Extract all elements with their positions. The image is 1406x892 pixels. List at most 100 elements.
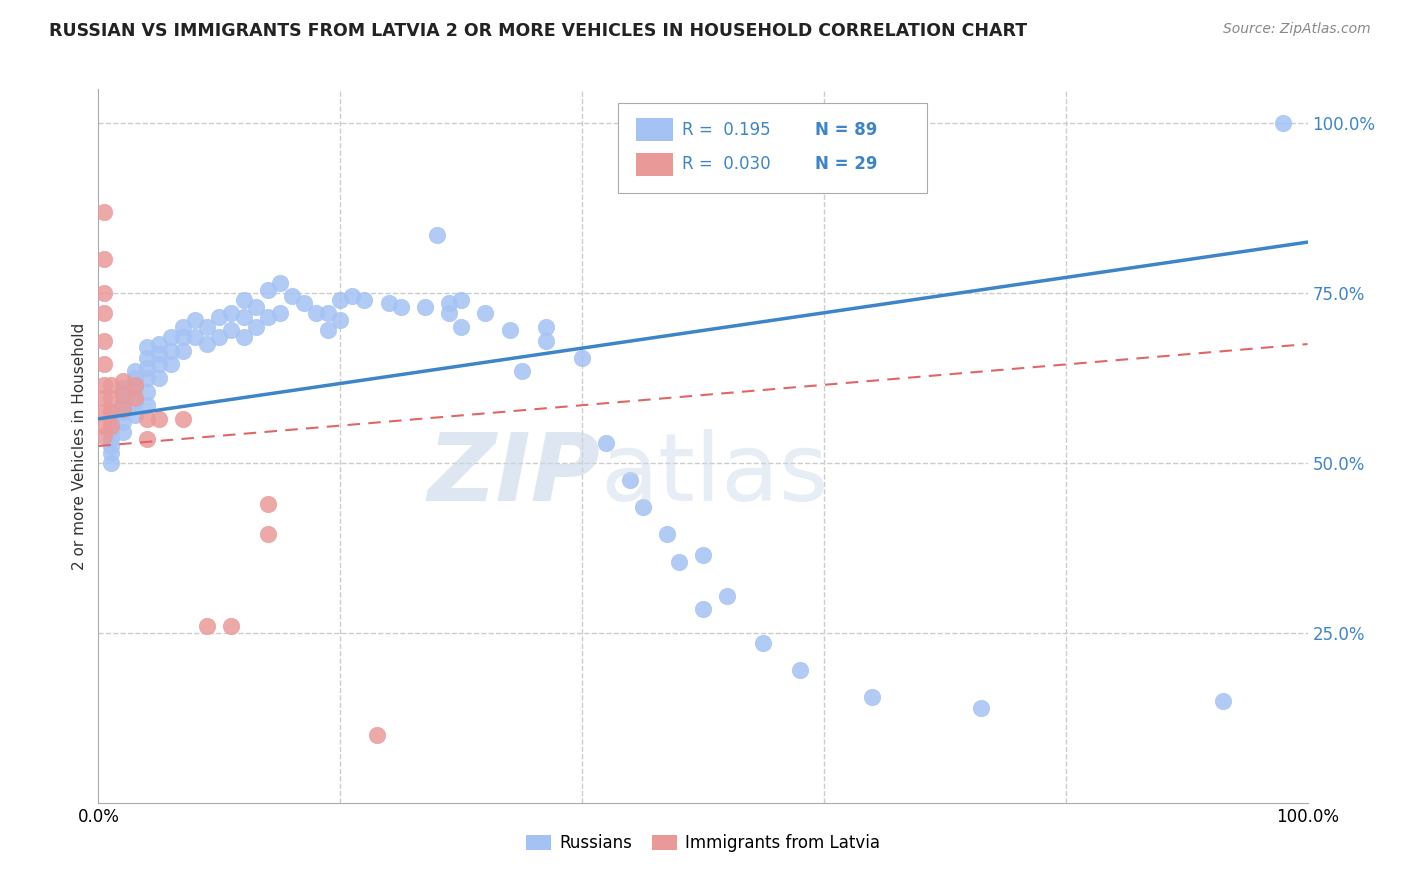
Point xyxy=(474,306,496,320)
Point xyxy=(389,300,412,314)
Point xyxy=(100,432,122,446)
Point xyxy=(437,296,460,310)
Point xyxy=(329,293,352,307)
Point xyxy=(269,306,291,320)
Point xyxy=(135,432,157,446)
Point xyxy=(160,343,183,358)
Point xyxy=(631,500,654,515)
Legend: Russians, Immigrants from Latvia: Russians, Immigrants from Latvia xyxy=(519,828,887,859)
Y-axis label: 2 or more Vehicles in Household: 2 or more Vehicles in Household xyxy=(72,322,87,570)
Point xyxy=(498,323,520,337)
Point xyxy=(450,293,472,307)
Point xyxy=(111,375,134,389)
Point xyxy=(100,418,122,433)
Point xyxy=(510,364,533,378)
Point xyxy=(437,306,460,320)
Point xyxy=(124,381,146,395)
Point xyxy=(111,394,134,409)
Point xyxy=(232,330,254,344)
Point xyxy=(595,435,617,450)
Point xyxy=(124,394,146,409)
Point xyxy=(256,497,278,511)
Point xyxy=(316,323,339,337)
Point xyxy=(281,289,304,303)
Point xyxy=(232,293,254,307)
Point xyxy=(571,351,593,365)
Point xyxy=(100,418,122,433)
Point xyxy=(93,405,115,419)
Point xyxy=(111,388,134,402)
FancyBboxPatch shape xyxy=(619,103,927,193)
Point xyxy=(160,330,183,344)
Text: atlas: atlas xyxy=(600,428,828,521)
Point xyxy=(208,310,231,324)
Point xyxy=(100,456,122,470)
Point xyxy=(100,405,122,419)
Bar xyxy=(637,119,672,141)
Point xyxy=(100,405,122,419)
Point xyxy=(111,401,134,416)
Point xyxy=(534,320,557,334)
Point xyxy=(245,320,267,334)
Text: N = 89: N = 89 xyxy=(815,121,877,139)
Point xyxy=(970,700,993,714)
Point xyxy=(752,636,775,650)
Point xyxy=(316,306,339,320)
Text: R =  0.030: R = 0.030 xyxy=(682,155,770,173)
Point xyxy=(148,358,170,372)
Point xyxy=(256,310,278,324)
Point xyxy=(100,439,122,453)
Text: R =  0.195: R = 0.195 xyxy=(682,121,770,139)
Point xyxy=(619,473,641,487)
Point xyxy=(195,337,218,351)
Point xyxy=(111,425,134,440)
Point xyxy=(172,343,194,358)
Point xyxy=(716,589,738,603)
Point xyxy=(93,334,115,348)
Point xyxy=(148,412,170,426)
Point xyxy=(93,392,115,406)
Point xyxy=(135,384,157,399)
Point xyxy=(93,204,115,219)
Text: RUSSIAN VS IMMIGRANTS FROM LATVIA 2 OR MORE VEHICLES IN HOUSEHOLD CORRELATION CH: RUSSIAN VS IMMIGRANTS FROM LATVIA 2 OR M… xyxy=(49,22,1028,40)
Point xyxy=(124,392,146,406)
Point xyxy=(148,347,170,361)
Point xyxy=(93,429,115,443)
Point xyxy=(208,330,231,344)
Text: Source: ZipAtlas.com: Source: ZipAtlas.com xyxy=(1223,22,1371,37)
Point xyxy=(93,418,115,433)
Point xyxy=(100,412,122,426)
Point xyxy=(342,289,364,303)
Point xyxy=(172,330,194,344)
Point xyxy=(655,527,678,541)
Point xyxy=(221,306,243,320)
Point xyxy=(135,371,157,385)
Text: N = 29: N = 29 xyxy=(815,155,877,173)
Point xyxy=(135,351,157,365)
Point xyxy=(100,392,122,406)
Point xyxy=(245,300,267,314)
Point xyxy=(426,228,449,243)
Point xyxy=(789,663,811,677)
Point xyxy=(93,252,115,266)
Point xyxy=(184,313,207,327)
Point xyxy=(413,300,436,314)
Point xyxy=(135,360,157,375)
Point xyxy=(256,283,278,297)
Point xyxy=(111,381,134,395)
Bar xyxy=(637,153,672,176)
Point xyxy=(292,296,315,310)
Point xyxy=(195,320,218,334)
Point xyxy=(172,320,194,334)
Point xyxy=(100,425,122,440)
Point xyxy=(111,388,134,402)
Point xyxy=(269,276,291,290)
Point xyxy=(668,555,690,569)
Point xyxy=(366,728,388,742)
Point xyxy=(172,412,194,426)
Point xyxy=(377,296,399,310)
Point xyxy=(160,358,183,372)
Point xyxy=(124,364,146,378)
Point xyxy=(692,602,714,616)
Point xyxy=(100,377,122,392)
